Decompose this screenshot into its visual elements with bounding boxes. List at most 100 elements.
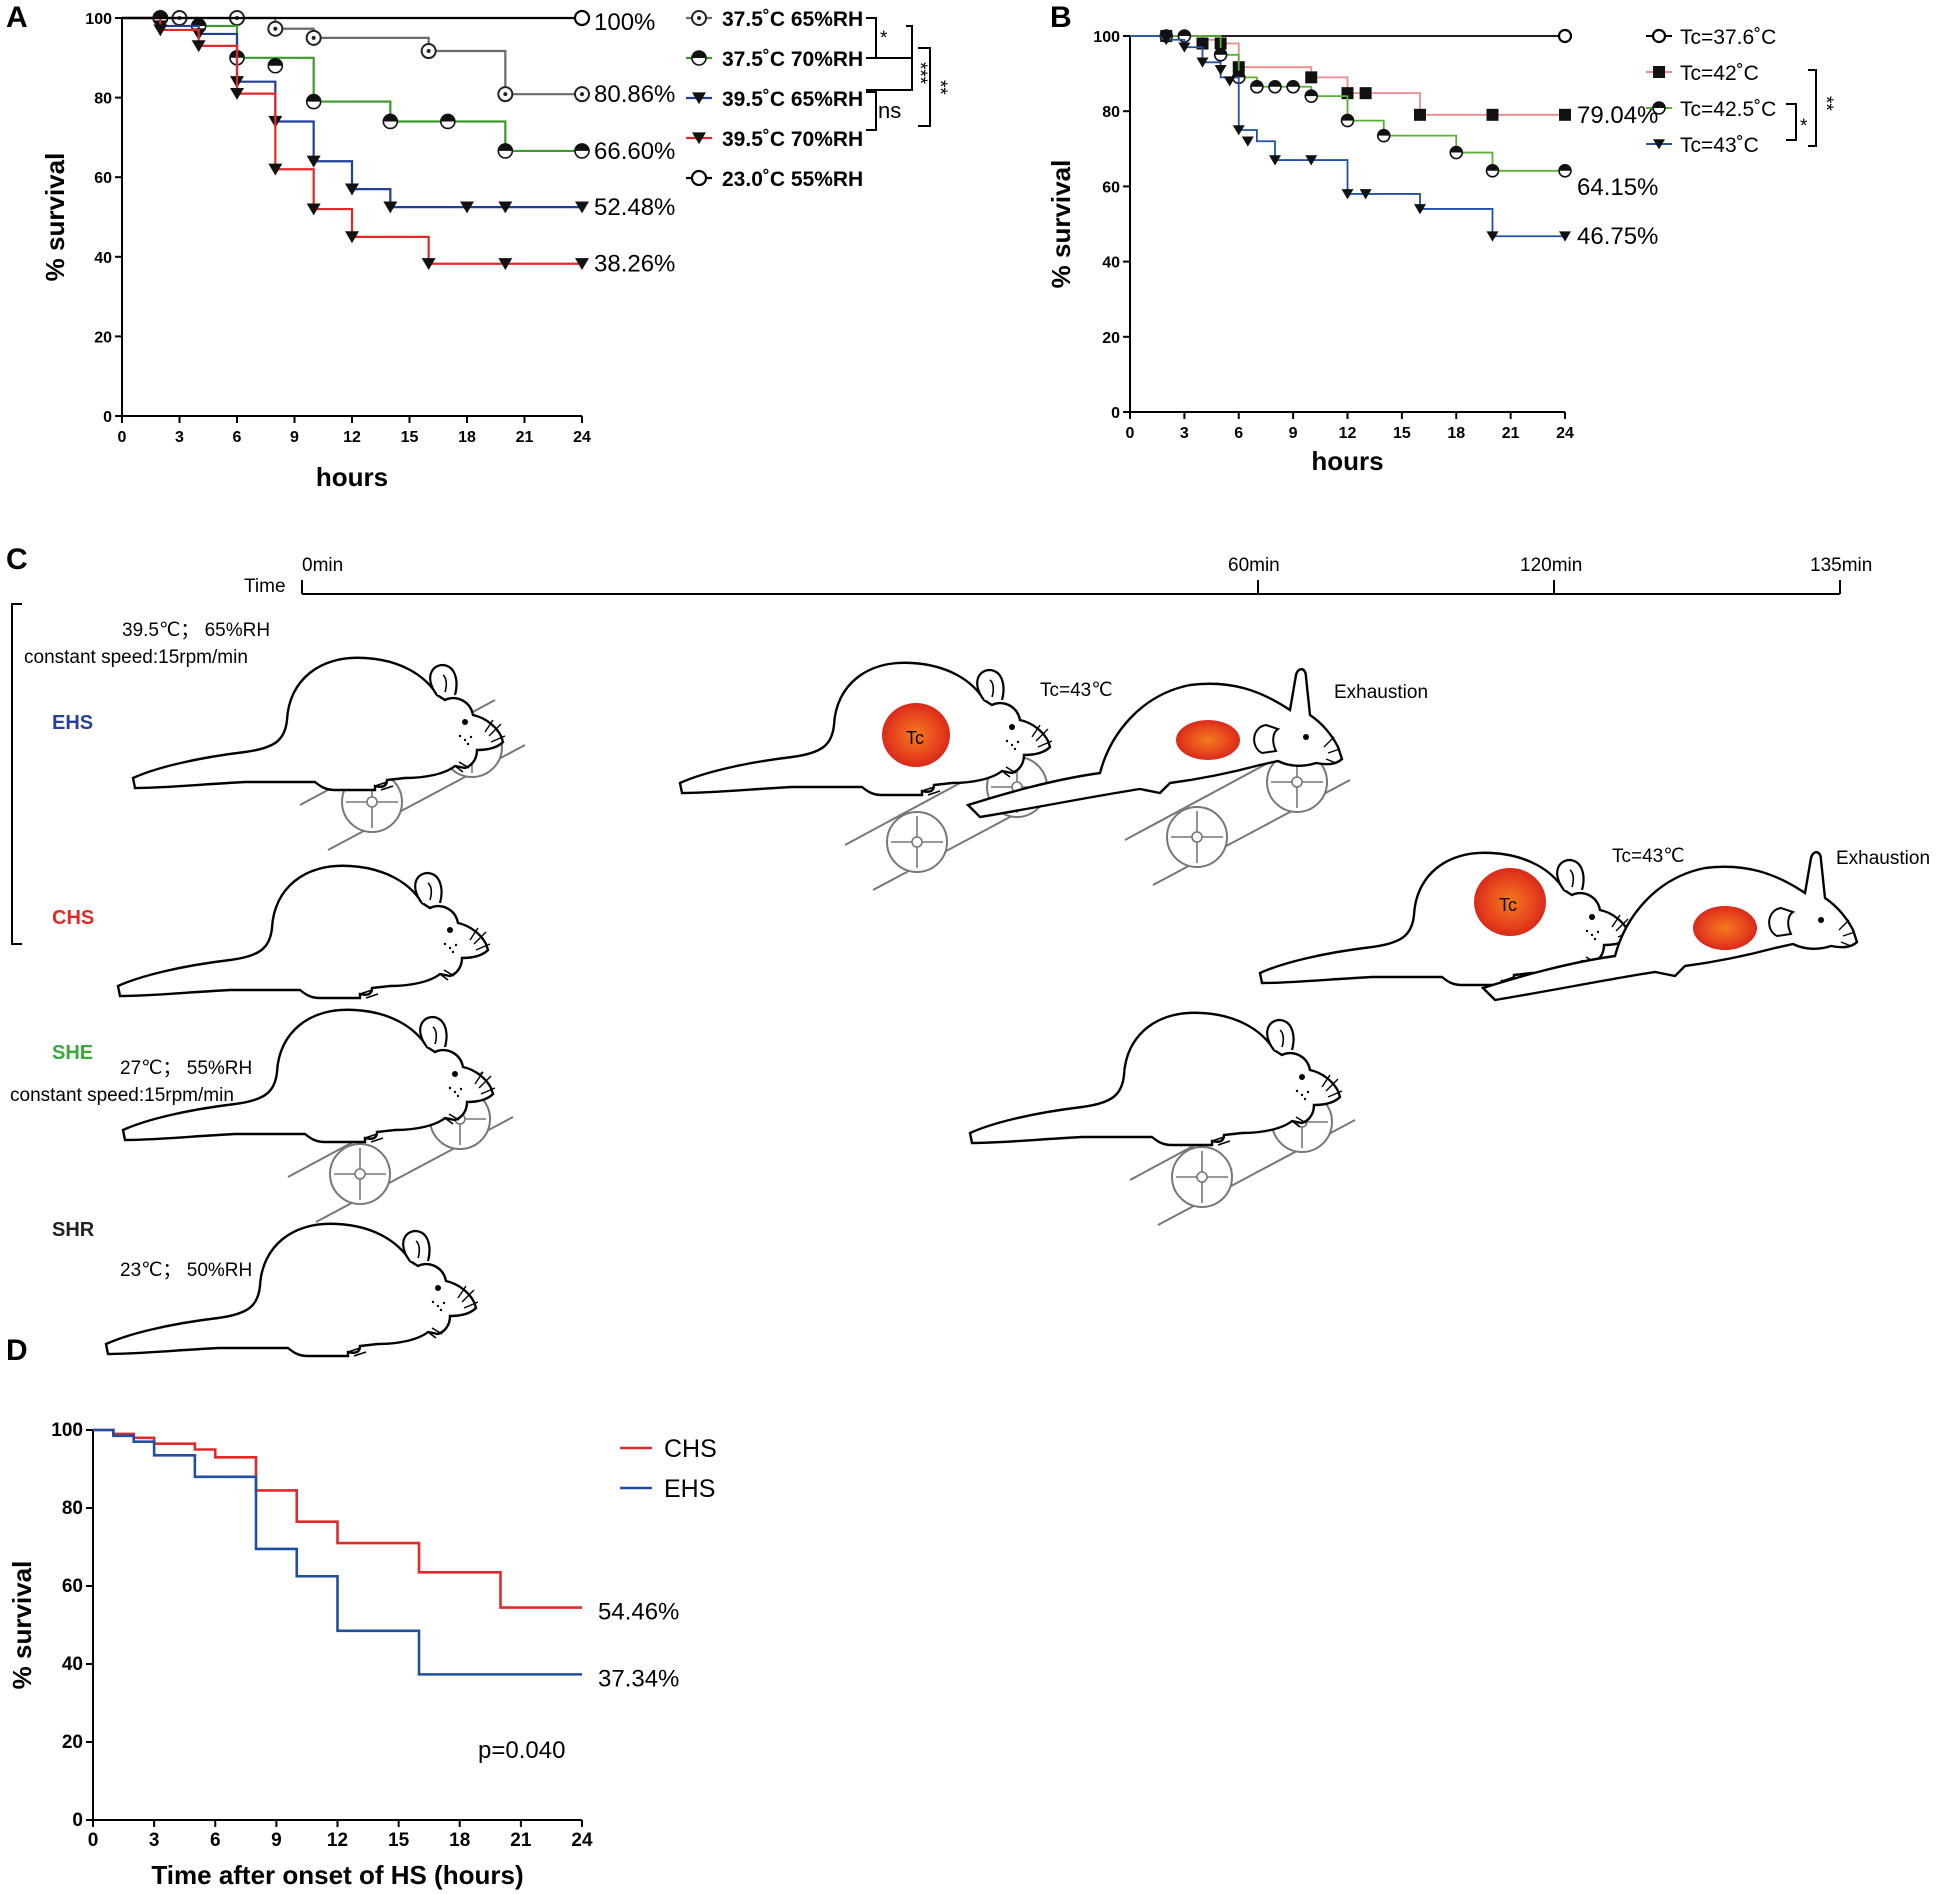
- A-series-2-point: [575, 201, 589, 214]
- A-series-3-point: [498, 258, 513, 271]
- B-xtick-label: 15: [1393, 425, 1411, 442]
- B-series-0-point: [1557, 28, 1573, 44]
- B-xtick-label: 12: [1339, 425, 1357, 442]
- B-series-2-end-label: 64.15%: [1577, 174, 1658, 201]
- B-y-axis-label: % survival: [1046, 160, 1076, 289]
- panel-label-a: A: [6, 1, 28, 34]
- A-legend-4-marker: [690, 169, 708, 187]
- A-xtick-label: 0: [118, 429, 127, 446]
- D-ytick-label: 80: [62, 1498, 83, 1519]
- A-xtick-label: 6: [233, 429, 242, 446]
- B-series-2-point-fill: [1377, 129, 1390, 136]
- she-speed: constant speed:15rpm/min: [10, 1085, 234, 1106]
- A-series-2-point: [345, 183, 359, 196]
- panel-label-c: C: [6, 543, 28, 576]
- A-series-1-end-label: 66.60%: [594, 138, 675, 165]
- B-legend-2-label: Tc=42.5˚C: [1680, 98, 1776, 121]
- B-series-3-point: [1341, 189, 1354, 200]
- D-xtick-label: 0: [88, 1830, 99, 1851]
- B-ytick-label: 60: [1102, 179, 1120, 196]
- B-series-3-point: [1223, 76, 1236, 87]
- B-ytick-label: 40: [1102, 255, 1120, 272]
- B-series-2-point-fill: [1559, 164, 1571, 171]
- B-series-1-point: [1559, 108, 1571, 121]
- B-series-3-point: [1269, 155, 1281, 166]
- B-series-3-line: [1130, 35, 1565, 238]
- D-legend-1-label: EHS: [664, 1475, 715, 1503]
- A-series-1-point-fill: [440, 114, 455, 122]
- chs-tc-value: Tc=43℃: [1612, 846, 1685, 867]
- D-xtick-label: 6: [210, 1830, 221, 1851]
- A-series-2-end-label: 52.48%: [594, 194, 675, 221]
- D-xtick-label: 24: [571, 1830, 593, 1851]
- D-series-1-end-label: 37.34%: [598, 1665, 679, 1692]
- B-series-3-point: [1214, 65, 1227, 76]
- D-ytick-label: 60: [62, 1576, 83, 1597]
- B-legend-1-label: Tc=42˚C: [1680, 62, 1759, 85]
- A-series-3-end-label: 38.26%: [594, 251, 675, 278]
- A-xtick-label: 18: [458, 429, 476, 446]
- A-series-1-point-fill: [191, 18, 206, 26]
- D-ytick-label: 100: [51, 1420, 83, 1441]
- chart-a-legend: 37.5˚C 65%RH 37.5˚C 70%RH 39.5˚C 65%RH 39.5…: [686, 8, 863, 191]
- B-xtick-label: 21: [1502, 425, 1520, 442]
- B-legend-0-marker: [1651, 28, 1667, 44]
- time-tick-120: 120min: [1520, 555, 1582, 576]
- A-legend-4-label: 23.0˚C 55%RH: [722, 168, 863, 191]
- A-legend-3-marker: [692, 132, 706, 145]
- D-xtick-label: 9: [271, 1830, 282, 1851]
- B-ytick-label: 100: [1093, 29, 1120, 46]
- chart-a-axes: 0 3 6 9 12 15 18 21 24 0 20 40 60 80 100 hours % surviva…: [40, 11, 591, 492]
- sig-a-2: ***: [909, 62, 930, 85]
- sig-b-2: **: [1815, 96, 1836, 111]
- D-xtick-label: 21: [510, 1830, 532, 1851]
- D-ytick-label: 0: [72, 1810, 83, 1831]
- chart-d-legend: CHS EHS: [620, 1435, 717, 1503]
- B-series-3-end-label: 46.75%: [1577, 223, 1658, 250]
- B-xtick-label: 24: [1556, 425, 1574, 442]
- A-series-1-point-fill: [575, 143, 589, 151]
- B-series-1-point: [1486, 108, 1499, 121]
- sig-a-3: ns: [878, 98, 901, 123]
- chart-b-legend: Tc=37.6˚C Tc=42˚C Tc=42.5˚C Tc=43˚C: [1646, 26, 1776, 157]
- A-legend-0-marker-dot: [697, 16, 701, 20]
- A-series-0-end-label: 80.86%: [594, 81, 675, 108]
- B-xtick-label: 0: [1126, 425, 1135, 442]
- A-series-0-point-dot: [503, 92, 508, 97]
- chart-b-axes: 0 3 6 9 12 15 18 21 24 0 20 40 60 80 100 hours % surviva…: [1046, 29, 1574, 476]
- A-ytick-label: 60: [94, 170, 112, 187]
- B-series-1-point: [1414, 108, 1426, 121]
- panel-label-b: B: [1050, 1, 1072, 34]
- ehs-exhaustion: Exhaustion: [1334, 682, 1428, 703]
- A-legend-1-label: 37.5˚C 70%RH: [722, 48, 863, 71]
- ehs-rat-start: [131, 656, 507, 792]
- sig-b-1: *: [1800, 116, 1808, 137]
- A-series-3-point: [153, 24, 168, 37]
- chart-d: 0 3 6 9 12 15 18 21 24 0 20 40 60 80 100 Time after ons…: [7, 1420, 717, 1890]
- group-chs: CHS: [52, 907, 94, 929]
- D-y-axis-label: % survival: [7, 1561, 37, 1690]
- B-series-3-point: [1486, 231, 1499, 242]
- A-series-1-point-fill: [498, 143, 513, 151]
- time-axis: Time 0min 60min 120min 135min: [244, 555, 1872, 597]
- A-series-4-end-label: 100%: [594, 9, 655, 36]
- B-series-2-point-fill: [1178, 30, 1191, 36]
- ehs-tc-value: Tc=43℃: [1040, 680, 1113, 701]
- A-legend-1-marker-fill: [692, 51, 706, 58]
- B-series-2-point-fill: [1450, 146, 1463, 153]
- B-ytick-label: 80: [1102, 104, 1120, 121]
- chart-a-significance: * *** ns **: [866, 17, 950, 131]
- B-series-3-point: [1178, 42, 1191, 53]
- B-series-1-point: [1359, 87, 1372, 100]
- ehs-core-temp-marker-2: [1176, 720, 1240, 760]
- B-series-2-point-fill: [1214, 48, 1227, 55]
- A-series-1-point-fill: [153, 11, 168, 18]
- A-ytick-label: 80: [94, 91, 112, 108]
- A-xtick-label: 24: [573, 429, 591, 446]
- B-series-3-point: [1559, 231, 1571, 242]
- B-xtick-label: 9: [1289, 425, 1298, 442]
- chart-b: 0 3 6 9 12 15 18 21 24 0 20 40 60 80 100 hours % surviva…: [1046, 26, 1836, 476]
- she-rat-end: [968, 1011, 1344, 1147]
- B-x-axis-label: hours: [1311, 446, 1383, 476]
- D-series-0-end-label: 54.46%: [598, 1599, 679, 1626]
